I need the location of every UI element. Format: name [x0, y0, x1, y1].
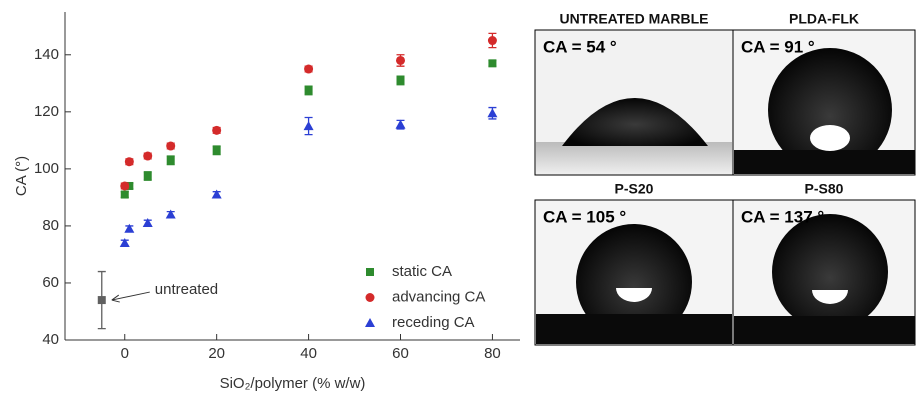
annotation-arrow	[111, 291, 150, 303]
droplet	[772, 214, 888, 330]
x-tick-label: 80	[484, 345, 501, 362]
data-point	[124, 223, 135, 233]
photo-label: CA = 137 °	[741, 207, 824, 226]
data-point	[304, 64, 314, 74]
photo-title: PLDA-FLK	[789, 11, 859, 27]
data-point	[125, 181, 134, 190]
photo-label: CA = 91 °	[741, 37, 815, 56]
droplet	[562, 98, 708, 146]
data-point	[119, 238, 130, 248]
data-point	[211, 189, 222, 199]
legend-marker	[365, 318, 375, 327]
data-point	[166, 156, 175, 165]
annotation: untreated	[155, 281, 218, 298]
x-tick-label: 60	[392, 345, 409, 362]
data-point	[166, 141, 176, 151]
y-tick-label: 140	[34, 46, 59, 63]
photo-title: UNTREATED MARBLE	[559, 11, 708, 27]
data-point	[142, 218, 153, 228]
data-point	[120, 190, 129, 199]
highlight	[810, 125, 850, 151]
data-point	[120, 181, 130, 191]
data-point	[212, 125, 222, 135]
data-point	[396, 55, 406, 65]
photo-label: CA = 54 °	[543, 37, 617, 56]
substrate	[536, 314, 732, 344]
data-point	[212, 146, 221, 155]
legend-label: static CA	[392, 263, 452, 280]
y-tick-label: 40	[42, 331, 59, 348]
x-tick-label: 0	[121, 345, 129, 362]
substrate	[734, 316, 915, 344]
x-tick-label: 40	[300, 345, 317, 362]
data-point	[143, 172, 152, 180]
y-tick-label: 120	[34, 103, 59, 120]
data-point	[303, 121, 314, 131]
legend-marker	[365, 293, 375, 302]
y-tick-label: 80	[42, 217, 59, 234]
legend-label: receding CA	[392, 314, 475, 331]
data-point	[97, 296, 106, 305]
data-point	[304, 86, 313, 95]
photo-title: P-S20	[615, 181, 654, 197]
data-point	[143, 151, 153, 161]
data-point	[165, 209, 176, 219]
data-point	[487, 36, 497, 46]
chart: 40 60 80 100 120 140 0 20 40 60 80 SiO₂/polymer (% …	[13, 12, 520, 392]
x-axis-label: SiO₂/polymer (% w/w)	[220, 375, 366, 392]
legend-marker	[366, 268, 374, 276]
substrate	[734, 150, 915, 174]
data-point	[487, 108, 498, 118]
droplet	[576, 224, 692, 340]
highlight	[616, 288, 652, 302]
substrate	[536, 142, 732, 174]
y-tick-label: 60	[42, 274, 59, 291]
photo-label: CA = 105 °	[543, 207, 626, 226]
y-tick-label: 100	[34, 160, 59, 177]
photo-panel: UNTREATED MARBLE PLDA-FLK P-S20 P-S80 CA…	[534, 11, 916, 346]
droplet	[768, 48, 892, 172]
highlight	[812, 290, 848, 304]
data-point	[396, 76, 405, 85]
photo-title: P-S80	[805, 181, 844, 197]
legend-label: advancing CA	[392, 288, 485, 305]
data-point	[395, 119, 406, 129]
y-axis-label: CA (°)	[13, 156, 30, 196]
x-tick-label: 20	[208, 345, 225, 362]
data-point	[124, 157, 134, 167]
data-point	[488, 59, 497, 68]
